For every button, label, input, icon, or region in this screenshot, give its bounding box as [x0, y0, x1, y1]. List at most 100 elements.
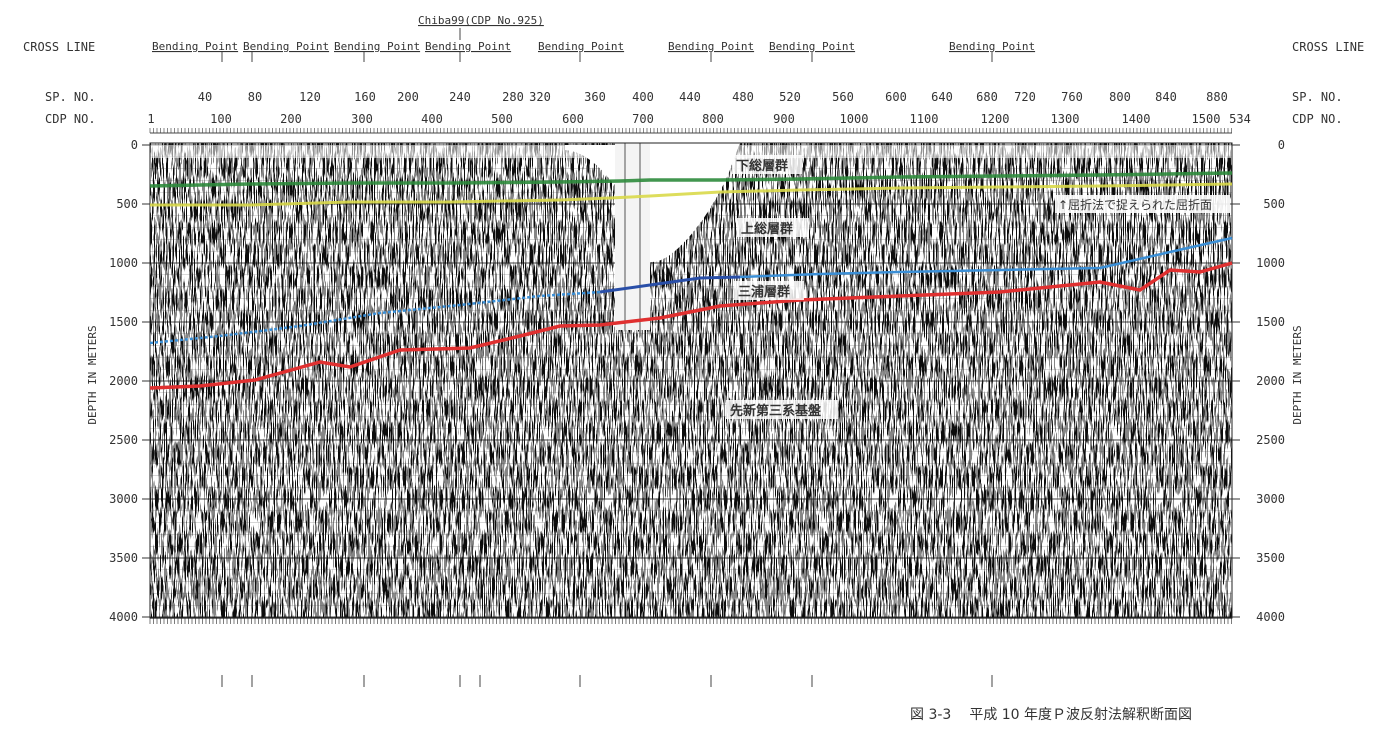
cdp-tick: 1100: [910, 112, 939, 126]
bottom-ruler: [149, 617, 1232, 624]
depth-tick: 1500: [109, 315, 138, 329]
sp-tick: 200: [397, 90, 419, 104]
cdp-tick: 1: [147, 112, 154, 126]
sp-tick-labels: 40 80 120 160 200 240 280 320 360 400 440 480 520 560…: [198, 90, 1228, 104]
cdp-tick: 1200: [981, 112, 1010, 126]
sp-tick: 360: [584, 90, 606, 104]
depth-tick: 4000: [1256, 610, 1285, 624]
depth-tick: 3500: [109, 551, 138, 565]
sp-tick: 120: [299, 90, 321, 104]
cdp-tick: 800: [702, 112, 724, 126]
sp-tick: 880: [1206, 90, 1228, 104]
sp-tick: 520: [779, 90, 801, 104]
depth-tick: 2500: [109, 433, 138, 447]
sp-tick: 600: [885, 90, 907, 104]
cdp-tick: 1300: [1051, 112, 1080, 126]
cdp-tick: 100: [210, 112, 232, 126]
depth-tick: 1000: [1256, 256, 1285, 270]
sp-tick: 800: [1109, 90, 1131, 104]
bending-point-label: Bending Point: [769, 40, 855, 53]
inset-gap: [615, 143, 650, 330]
sp-tick: 160: [354, 90, 376, 104]
depth-tick: 0: [1278, 138, 1285, 152]
sp-tick: 440: [679, 90, 701, 104]
sp-label-right: SP. NO.: [1292, 90, 1343, 104]
chiba-marker: Chiba99(CDP No.925): [418, 14, 544, 40]
depth-tick: 4000: [109, 610, 138, 624]
figure-caption: 図 3-3 平成 10 年度Ｐ波反射法解釈断面図: [910, 704, 1210, 724]
horizon-shimosa-base: [149, 171, 1233, 188]
figure-title: 平成 10 年度Ｐ波反射法解釈断面図: [969, 707, 1193, 723]
depth-label-right: DEPTH IN METERS: [1291, 325, 1304, 424]
sp-tick: 640: [931, 90, 953, 104]
depth-tick: 500: [1263, 197, 1285, 211]
bending-point-label: Bending Point: [152, 40, 238, 53]
label-miura: 三浦層群: [738, 284, 790, 300]
cdp-tick: 400: [421, 112, 443, 126]
horizon-lines: [149, 171, 1233, 390]
depth-axis-left: 0 500 1000 1500 2000 2500 3000 3500 4000: [109, 138, 150, 624]
horizon-refraction: [150, 182, 1233, 207]
depth-tick: 2000: [109, 374, 138, 388]
sp-tick: 560: [832, 90, 854, 104]
sp-tick: 400: [632, 90, 654, 104]
sp-tick: 840: [1155, 90, 1177, 104]
bending-point-marks: [221, 675, 993, 687]
sp-tick: 680: [976, 90, 998, 104]
top-ruler: [149, 128, 1232, 134]
sp-label-left: SP. NO.: [45, 90, 96, 104]
label-basement: 先新第三系基盤: [730, 403, 822, 419]
sp-tick: 320: [529, 90, 551, 104]
label-shimosa: 下総層群: [736, 158, 788, 174]
sp-tick: 280: [502, 90, 524, 104]
horizon-basement-top: [149, 261, 1233, 390]
cdp-tick-labels: 1 100 200 300 400 500 600 700 800 900 1000 1100 1200…: [147, 112, 1250, 126]
depth-tick: 1000: [109, 256, 138, 270]
horizon-kazusa-base-east: [739, 236, 1233, 279]
cdp-tick: 600: [562, 112, 584, 126]
depth-tick: 3500: [1256, 551, 1285, 565]
bending-point-label: Bending Point: [949, 40, 1035, 53]
depth-tick: 1500: [1256, 315, 1285, 329]
cdp-tick: 1000: [840, 112, 869, 126]
depth-tick: 500: [116, 197, 138, 211]
sp-tick: 80: [248, 90, 262, 104]
sp-tick: 720: [1014, 90, 1036, 104]
bending-point-label: Bending Point: [425, 40, 511, 53]
bending-point-label: Bending Point: [334, 40, 420, 53]
cdp-tick: 300: [351, 112, 373, 126]
label-kazusa: 上総層群: [741, 221, 793, 237]
seismic-section: 下総: [150, 143, 1232, 618]
figure-number: 図 3-3: [910, 707, 952, 723]
bending-point-label: Bending Point: [538, 40, 624, 53]
cdp-tick: 1500: [1192, 112, 1221, 126]
depth-tick: 0: [131, 138, 138, 152]
bending-point-label: Bending Point: [668, 40, 754, 53]
chiba-label: Chiba99(CDP No.925): [418, 14, 544, 27]
horizon-kazusa-base: [149, 290, 601, 345]
cdp-label-right: CDP NO.: [1292, 112, 1343, 126]
sp-tick: 760: [1061, 90, 1083, 104]
formation-labels: 下総層群 上総層群 三浦層群 先新第三系基盤 ↑屈折法で捉えられた屈折面: [726, 155, 1230, 419]
horizon-kazusa-base-mid: [599, 275, 741, 294]
cdp-label-left: CDP NO.: [45, 112, 96, 126]
sp-tick: 480: [732, 90, 754, 104]
sp-tick: 240: [449, 90, 471, 104]
sp-tick: 40: [198, 90, 212, 104]
cross-line-left: CROSS LINE: [23, 40, 95, 54]
cdp-tick: 700: [632, 112, 654, 126]
cross-line-right: CROSS LINE: [1292, 40, 1364, 54]
bending-points: Bending Point Bending Point Bending Point B…: [152, 40, 1035, 62]
depth-tick: 3000: [109, 492, 138, 506]
cdp-tick: 900: [773, 112, 795, 126]
depth-axis-right: 0 500 1000 1500 2000 2500 3000 3500 4000: [1232, 138, 1285, 624]
refraction-note: ↑屈折法で捉えられた屈折面: [1058, 197, 1212, 212]
depth-tick: 2000: [1256, 374, 1285, 388]
bending-point-label: Bending Point: [243, 40, 329, 53]
depth-tick: 2500: [1256, 433, 1285, 447]
depth-label-left: DEPTH IN METERS: [86, 325, 99, 424]
cdp-tick: 500: [491, 112, 513, 126]
cdp-tick: 200: [280, 112, 302, 126]
cdp-tick: 534: [1229, 112, 1251, 126]
